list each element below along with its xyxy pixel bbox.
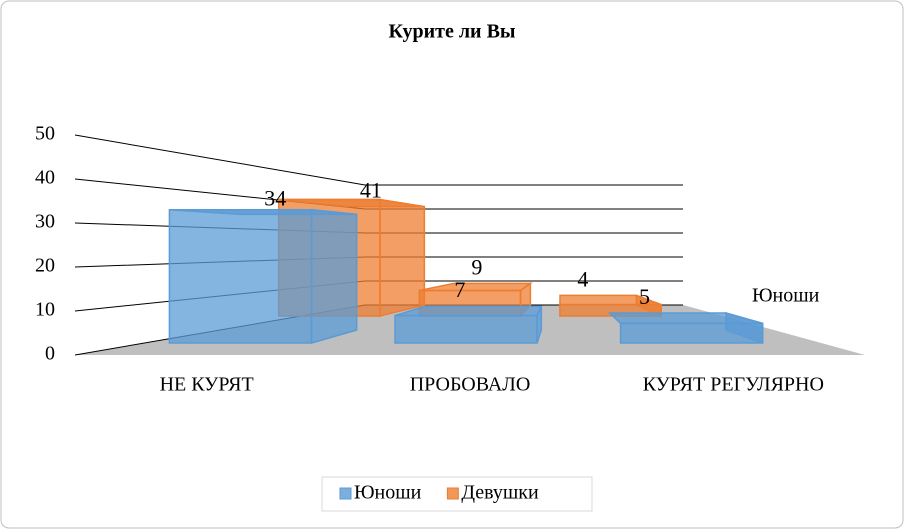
depth-axis-label: Юноши: [752, 285, 820, 307]
data-label: 4: [577, 266, 588, 291]
data-label: 34: [264, 185, 286, 210]
bar-side: [310, 208, 358, 344]
data-label: 41: [360, 178, 382, 203]
y-tick-label: 40: [35, 167, 55, 189]
x-tick-label: ПРОБОВАЛО: [410, 374, 531, 396]
bar-side: [379, 198, 426, 317]
data-label: 7: [454, 277, 465, 302]
x-tick-label: КУРЯТ РЕГУЛЯРНО: [643, 374, 824, 396]
legend-swatch: [339, 487, 352, 500]
y-tick-label: 0: [45, 343, 55, 365]
legend-label: Девушки: [461, 482, 539, 504]
y-tick-label: 20: [35, 255, 55, 277]
data-label: 9: [471, 254, 482, 279]
y-tick-label: 50: [35, 123, 55, 145]
chart-title: Курите ли Вы: [388, 21, 515, 43]
y-tick-label: 10: [35, 299, 55, 321]
bar-front: [394, 314, 538, 344]
grid-line: [74, 134, 683, 186]
legend-swatch: [446, 487, 459, 500]
legend-label: Юноши: [354, 482, 422, 504]
y-tick-label: 30: [35, 211, 55, 233]
bar-front: [619, 322, 764, 344]
data-label: 5: [639, 284, 650, 309]
x-tick-label: НЕ КУРЯТ: [160, 374, 254, 396]
bar-front: [168, 208, 313, 344]
